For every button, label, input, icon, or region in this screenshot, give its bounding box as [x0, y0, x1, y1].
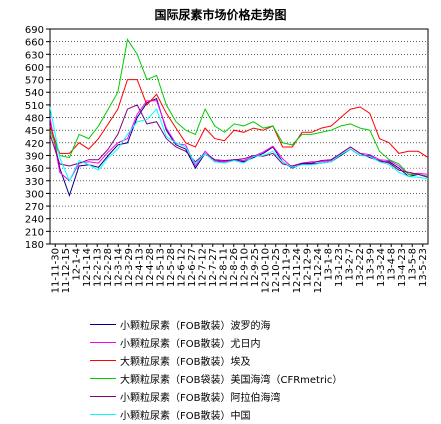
x-tick-label: 12-8-11 [218, 248, 229, 287]
x-tick-label: 12-9-25 [250, 248, 261, 287]
x-tick-label: 12-6-27 [187, 248, 198, 287]
y-tick-label: 420 [25, 139, 44, 150]
legend-label: 小颗粒尿素（FOB散装）尤日内 [120, 339, 261, 350]
x-tick-label: 12-6-12 [176, 248, 187, 287]
x-tick-label: 12-10-10 [260, 248, 271, 293]
legend-swatch [90, 378, 116, 379]
x-tick-label: 12-12-9 [302, 248, 313, 287]
x-tick-label: 13-2-7 [344, 248, 355, 281]
x-tick-label: 12-4-28 [145, 248, 156, 287]
x-tick-label: 12-5-28 [166, 248, 177, 287]
y-tick-label: 390 [25, 151, 44, 162]
chart-title: 国际尿素市场价格走势图 [154, 8, 287, 22]
x-tick-label: 12-4-13 [134, 248, 145, 287]
legend-item: 小颗粒尿素（FOB散装）中国 [90, 406, 435, 424]
x-tick-label: 12-10-25 [271, 248, 282, 293]
legend-swatch [90, 414, 116, 415]
legend-item: 小颗粒尿素（FOB散装）阿拉伯海湾 [90, 388, 435, 406]
y-tick-label: 300 [25, 189, 44, 200]
legend-swatch [90, 324, 116, 325]
legend-label: 小颗粒尿素（FOB散装）阿拉伯海湾 [120, 393, 281, 404]
legend-swatch [90, 396, 116, 397]
x-tick-label: 12-11-9 [281, 248, 292, 287]
x-tick-label: 12-2-13 [92, 248, 103, 287]
x-tick-label: 13-5-8 [407, 248, 418, 281]
legend-label: 大颗粒尿素（FOB散装）埃及 [120, 357, 251, 368]
y-tick-label: 180 [25, 240, 44, 251]
legend-label: 小颗粒尿素（FOB散装）波罗的海 [120, 321, 271, 332]
plot-frame [49, 28, 429, 245]
x-tick-label: 13-4-23 [397, 248, 408, 287]
series-layer [49, 38, 429, 198]
x-tick-label: 12-1-4 [71, 248, 82, 281]
legend-swatch [90, 342, 116, 343]
x-tick-label: 12-11-24 [292, 248, 303, 293]
x-tick-label: 12-3-29 [124, 248, 135, 287]
x-tick-label: 13-4-8 [386, 248, 397, 281]
x-tick-label: 13-3-9 [365, 248, 376, 281]
legend-item: 小颗粒尿素（FOB散装）尤日内 [90, 334, 435, 352]
x-tick-label: 11-12-15 [61, 248, 72, 293]
y-tick-label: 450 [25, 126, 44, 137]
x-tick-label: 12-7-27 [208, 248, 219, 287]
x-tick-label: 12-2-28 [103, 248, 114, 287]
x-tick-label: 13-1-8 [323, 248, 334, 281]
series-line-5 [49, 106, 429, 183]
legend-label: 小颗粒尿素（FOB散装）中国 [120, 411, 251, 422]
x-tick-label: 12-8-26 [229, 248, 240, 287]
chart-legend: 小颗粒尿素（FOB散装）波罗的海 小颗粒尿素（FOB散装）尤日内 大颗粒尿素（FOB… [90, 316, 435, 424]
y-tick-label: 240 [25, 215, 44, 226]
legend-label: 大颗粒尿素（FOB袋装）美国海湾（CFRmetric） [120, 375, 343, 386]
x-tick-label: 11-11-30 [50, 248, 61, 293]
y-tick-label: 480 [25, 114, 44, 125]
y-tick-label: 360 [25, 164, 44, 175]
y-tick-label: 510 [25, 101, 44, 112]
y-tick-label: 570 [25, 76, 44, 87]
y-tick-label: 600 [25, 63, 44, 74]
x-tick-label: 12-7-12 [197, 248, 208, 287]
x-tick-label: 13-3-24 [376, 248, 387, 287]
x-tick-label: 12-3-14 [113, 248, 124, 287]
legend-item: 大颗粒尿素（FOB散装）埃及 [90, 352, 435, 370]
series-line-2 [49, 79, 429, 159]
y-tick-label: 270 [25, 202, 44, 213]
y-tick-label: 660 [25, 38, 44, 49]
series-line-3 [49, 38, 429, 177]
legend-swatch [90, 360, 116, 361]
y-tick-label: 630 [25, 50, 44, 61]
x-tick-label: 13-5-23 [418, 248, 429, 287]
legend-item: 小颗粒尿素（FOB散装）波罗的海 [90, 316, 435, 334]
x-tick-label: 12-12-24 [313, 248, 324, 293]
x-tick-label: 13-2-22 [355, 248, 366, 287]
y-tick-label: 690 [25, 25, 44, 36]
y-tick-label: 330 [25, 177, 44, 188]
x-tick-label: 12-1-14 [82, 248, 93, 287]
x-tick-label: 13-1-23 [334, 248, 345, 287]
x-tick-label: 12-9-10 [239, 248, 250, 287]
y-tick-label: 210 [25, 227, 44, 238]
x-tick-label: 12-5-13 [155, 248, 166, 287]
series-line-1 [49, 100, 429, 182]
legend-item: 大颗粒尿素（FOB袋装）美国海湾（CFRmetric） [90, 370, 435, 388]
y-tick-label: 540 [25, 88, 44, 99]
grid-layer [49, 28, 429, 245]
